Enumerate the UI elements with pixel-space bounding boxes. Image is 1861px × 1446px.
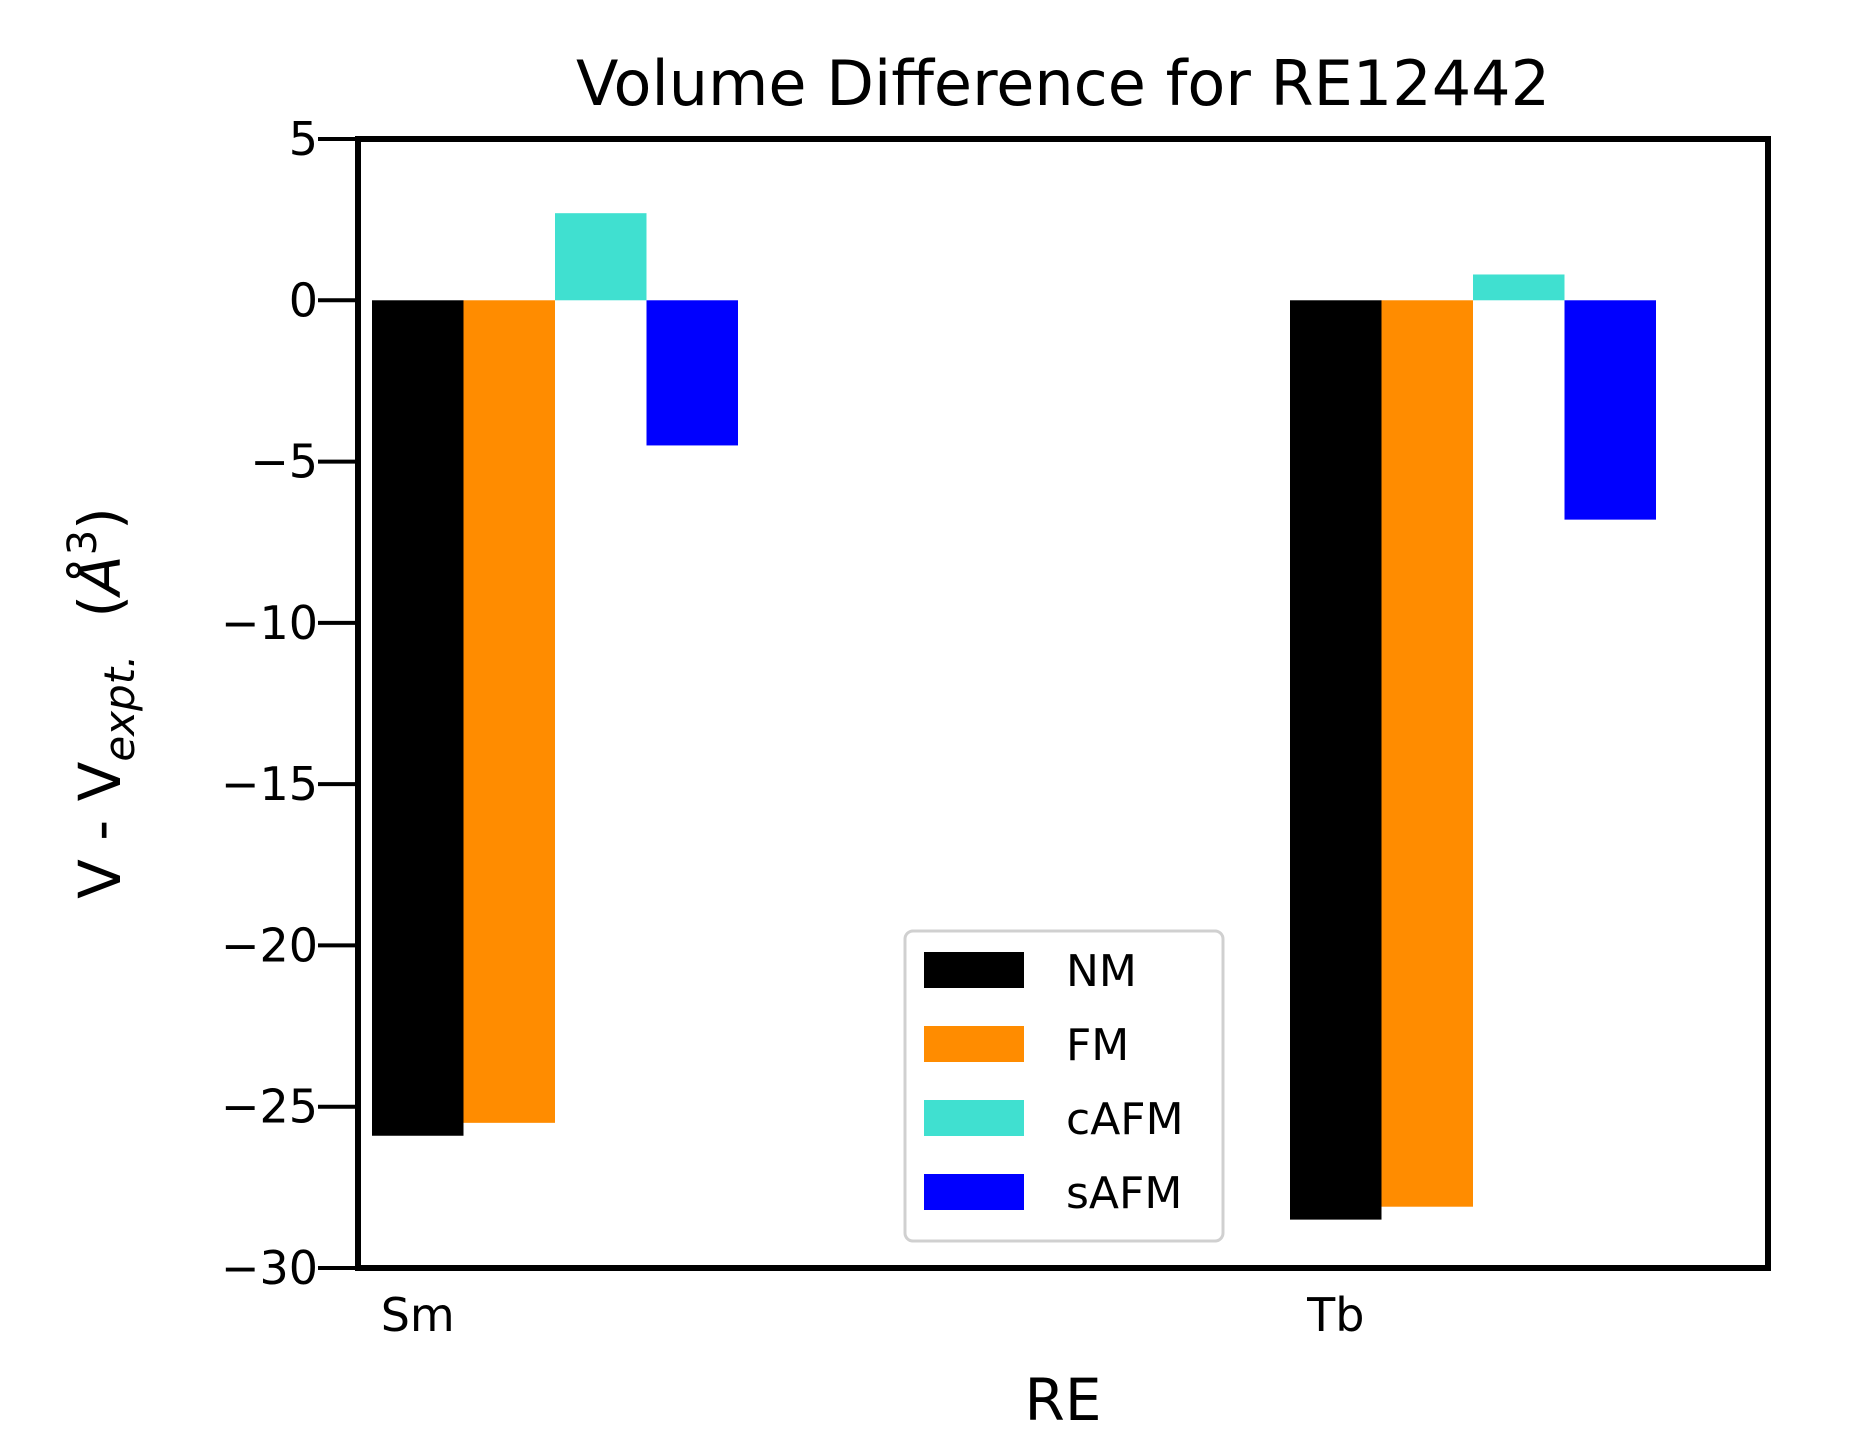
- legend-label-cafm: cAFM: [1066, 1094, 1184, 1145]
- y-tick-label: 0: [289, 273, 318, 327]
- legend-swatch-safm: [924, 1174, 1024, 1210]
- legend-items: NM FM cAFM sAFM: [924, 946, 1184, 1219]
- plot-frame: [355, 136, 1771, 1271]
- legend-swatch-fm: [924, 1026, 1024, 1062]
- chart-title: Volume Difference for RE12442: [576, 47, 1550, 120]
- bar-cafm-tb: [1473, 274, 1565, 301]
- y-tick-label: −20: [221, 918, 318, 972]
- bar-fm-sm: [463, 300, 555, 1123]
- y-tick-label: −10: [221, 596, 318, 650]
- legend-label-nm: NM: [1066, 946, 1137, 997]
- bars-group: [372, 213, 1656, 1220]
- bar-safm-tb: [1564, 300, 1656, 520]
- x-tick-label-sm: Sm: [381, 1288, 455, 1342]
- bar-nm-sm: [372, 300, 464, 1136]
- y-tick-label: −25: [221, 1080, 318, 1134]
- y-tick-label: 5: [289, 112, 318, 166]
- y-tick-label: −5: [250, 435, 318, 489]
- y-tick-label: −30: [221, 1241, 318, 1295]
- x-tick-label-tb: Tb: [1306, 1288, 1364, 1342]
- y-tick-label: −15: [221, 757, 318, 811]
- legend: NM FM cAFM sAFM: [903, 929, 1225, 1243]
- legend-box: [903, 929, 1225, 1243]
- legend-swatch-cafm: [924, 1100, 1024, 1136]
- y-axis-ticks: 5 0 −5 −10 −15 −20 −25 −30: [221, 112, 358, 1295]
- bar-nm-tb: [1290, 300, 1382, 1220]
- bar-safm-sm: [646, 300, 738, 446]
- legend-label-fm: FM: [1066, 1020, 1129, 1071]
- legend-label-safm: sAFM: [1066, 1168, 1182, 1219]
- x-axis-ticks: Sm Tb: [381, 1288, 1365, 1342]
- y-axis-label: V - Vexpt. (Å3): [60, 507, 144, 899]
- x-axis-label: RE: [1025, 1366, 1102, 1434]
- bar-cafm-sm: [555, 213, 647, 301]
- bar-fm-tb: [1381, 300, 1473, 1207]
- legend-swatch-nm: [924, 952, 1024, 988]
